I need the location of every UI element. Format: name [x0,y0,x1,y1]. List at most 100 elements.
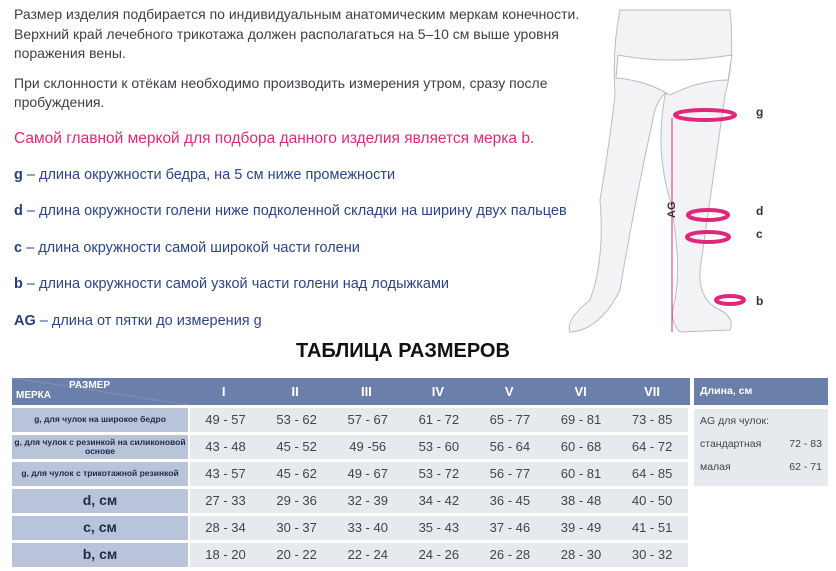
intro-paragraph: Размер изделия подбирается по индивидуал… [14,6,580,61]
size-header: РАЗМЕР [69,380,110,391]
definition-text: – длина окружности самой широкой части г… [22,240,360,256]
table-cell: 69 - 81 [545,408,617,432]
table-cell: 35 - 43 [403,516,475,540]
table-cell: 30 - 37 [261,516,333,540]
table-row: c, см 28 - 34 30 - 37 33 - 40 35 - 43 37 - 46… [12,516,690,540]
definition-c: c – длина окружности самой широкой части… [14,240,360,256]
table-cell: 64 - 72 [616,435,688,459]
table-cell: 24 - 26 [403,543,475,567]
table-cell: 29 - 36 [261,489,333,513]
table-cell: 49 - 57 [190,408,262,432]
length-value: 62 - 71 [789,461,822,473]
table-cell: 38 - 48 [545,489,617,513]
key-measure-note: Самой главной меркой для подбора данного… [14,130,535,147]
d-measure-icon [686,208,730,222]
length-item: малая 62 - 71 [700,461,822,484]
length-name: малая [700,461,731,473]
table-row: g, для чулок с резинкой на силиконовой о… [12,435,690,459]
c-measure-icon [685,230,731,244]
table-cell: 28 - 30 [545,543,617,567]
table-row: d, см 27 - 33 29 - 36 32 - 39 34 - 42 36 - 45… [12,489,690,513]
size-column-header: V [504,384,514,399]
table-header: РАЗМЕР МЕРКА I II III IV V VI VII [12,378,690,405]
definition-letter: AG [14,313,36,329]
table-cell: 32 - 39 [332,489,404,513]
table-row: g, для чулок с трикотажной резинкой 43 - … [12,462,690,486]
table-cell: 36 - 45 [474,489,546,513]
length-name: стандартная [700,438,762,450]
leg-silhouette [568,9,733,333]
table-cell: 45 - 52 [261,435,333,459]
table-cell: 64 - 85 [616,462,688,486]
size-column-header: VII [644,384,660,399]
label-ag: AG [666,202,678,219]
table-cell: 27 - 33 [190,489,262,513]
table-cell: 56 - 77 [474,462,546,486]
label-g: g [756,105,763,119]
table-cell: 61 - 72 [403,408,475,432]
label-d: d [756,204,763,218]
length-item: стандартная 72 - 83 [700,438,822,461]
length-panel: Длина, см AG для чулок: стандартная 72 - … [694,378,828,486]
definition-ag: AG – длина от пятки до измерения g [14,313,262,329]
table-cell: 49 -56 [332,435,404,459]
table-cell: 53 - 72 [403,462,475,486]
table-cell: 33 - 40 [332,516,404,540]
table-cell: 18 - 20 [190,543,262,567]
row-label: g, для чулок на широкое бедро [12,408,188,432]
length-value: 72 - 83 [789,438,822,450]
table-cell: 41 - 51 [616,516,688,540]
definition-d: d – длина окружности голени ниже подколе… [14,203,567,219]
definition-text: – длина окружности голени ниже подколенн… [22,203,567,219]
size-table: РАЗМЕР МЕРКА I II III IV V VI VII g, для чулок … [12,378,690,570]
definition-letter: g [14,167,23,183]
table-cell: 60 - 68 [545,435,617,459]
table-cell: 28 - 34 [190,516,262,540]
table-cell: 60 - 81 [545,462,617,486]
row-label: c, см [12,516,188,540]
definition-letter: b [14,276,23,292]
table-title: ТАБЛИЦА РАЗМЕРОВ [296,340,510,362]
briefs [615,54,733,96]
row-label: g, для чулок с резинкой на силиконовой о… [12,435,188,459]
length-subtitle: AG для чулок: [700,415,770,427]
table-cell: 53 - 60 [403,435,475,459]
corner-cell: РАЗМЕР МЕРКА [12,378,188,405]
table-cell: 43 - 57 [190,462,262,486]
definition-g: g – длина окружности бедра, на 5 см ниже… [14,167,395,183]
table-cell: 20 - 22 [261,543,333,567]
definition-text: – длина окружности бедра, на 5 см ниже п… [22,167,396,183]
table-cell: 73 - 85 [616,408,688,432]
table-cell: 37 - 46 [474,516,546,540]
table-cell: 43 - 48 [190,435,262,459]
table-cell: 39 - 49 [545,516,617,540]
leg-illustration: g d c b AG [568,9,763,333]
measure-header: МЕРКА [16,390,51,401]
size-column-header: IV [431,384,445,399]
label-b: b [756,294,763,308]
table-cell: 22 - 24 [332,543,404,567]
definition-text: – длина от пятки до измерения g [35,313,262,329]
table-row: g, для чулок на широкое бедро 49 - 57 53 -… [12,408,690,432]
length-panel-title: Длина, см [694,378,828,405]
label-c: c [756,227,763,241]
definition-letter: c [14,240,23,256]
row-label: g, для чулок с трикотажной резинкой [12,462,188,486]
table-cell: 56 - 64 [474,435,546,459]
row-label: b, см [12,543,188,567]
table-cell: 40 - 50 [616,489,688,513]
definition-text: – длина окружности самой узкой части гол… [22,276,450,292]
intro-paragraph: При склонности к отёкам необходимо произ… [14,74,548,111]
size-column-header: II [291,384,299,399]
table-cell: 57 - 67 [332,408,404,432]
size-column-header: I [221,384,226,399]
table-cell: 53 - 62 [261,408,333,432]
b-measure-icon [714,294,746,306]
table-row: b, см 18 - 20 20 - 22 22 - 24 24 - 26 26 - 28… [12,543,690,567]
size-column-header: VI [574,384,587,399]
g-measure-icon [673,108,737,122]
size-column-header: III [361,384,372,399]
table-cell: 49 - 67 [332,462,404,486]
row-label: d, см [12,489,188,513]
table-cell: 45 - 62 [261,462,333,486]
